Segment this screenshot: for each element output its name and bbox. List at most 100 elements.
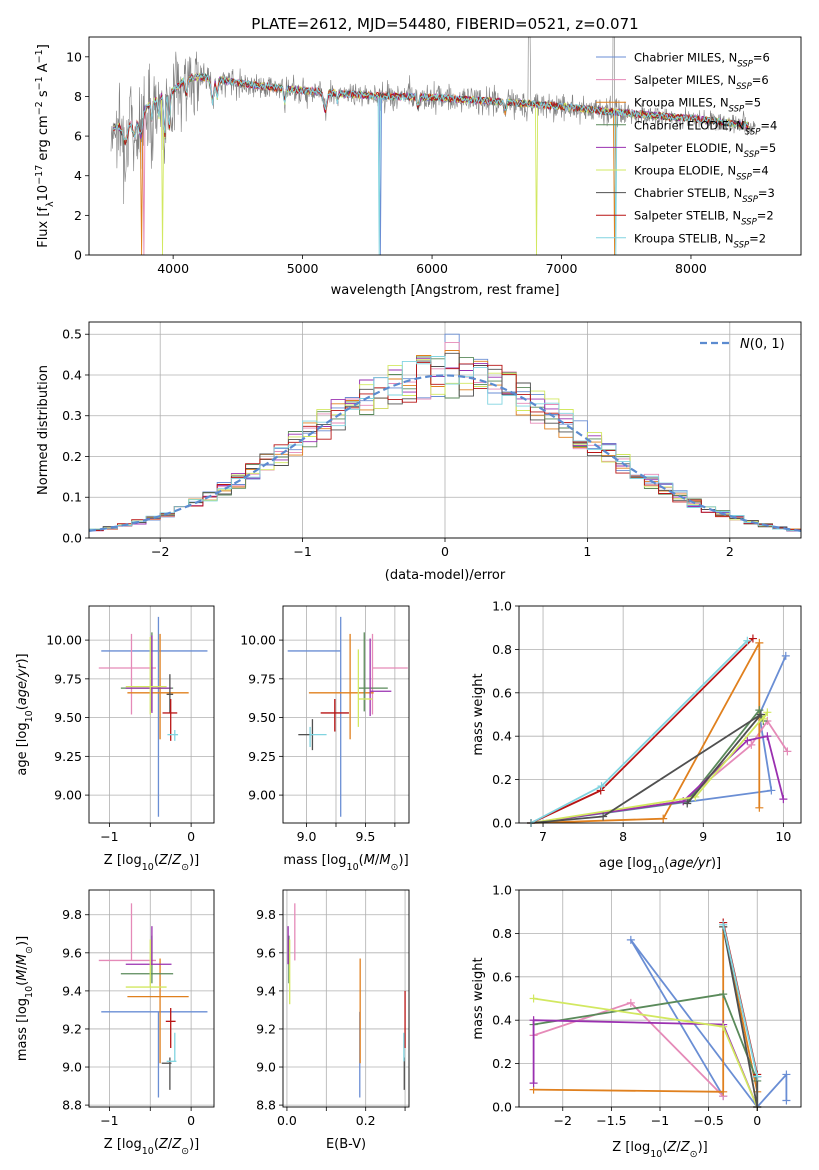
weight-marker [659, 814, 668, 823]
x-tick-label: 0 [753, 1113, 761, 1128]
x-tick-label: 6000 [416, 261, 448, 276]
x-tick-label: 0.2 [356, 1113, 376, 1128]
x-tick-label: 0 [187, 829, 195, 844]
y-tick-label: 10.00 [240, 633, 276, 648]
y-tick-label: 9.50 [248, 710, 276, 725]
y-axis-label: Normed distribution [36, 365, 51, 495]
y-tick-label: 0.4 [62, 367, 82, 382]
label-part: Flux [f [36, 207, 51, 248]
label-part: −1 [34, 49, 45, 63]
axes-frame [88, 36, 802, 256]
legend-entry-gaussian: N(0, 1) [740, 337, 785, 352]
x-tick-label: −2 [151, 544, 169, 559]
plot-marks [98, 616, 208, 817]
errorbar-kroupa-elodie [357, 649, 373, 727]
weight-marker [782, 1096, 791, 1105]
legend-sub: SSP [737, 60, 753, 70]
weight-marker [599, 812, 608, 821]
x-tick-label: 2 [726, 544, 734, 559]
errorbar-chabrier-elodie [120, 935, 174, 984]
weight-marker [755, 706, 764, 715]
axes-frame [88, 321, 802, 539]
weight-series-chabrier-stelib [527, 710, 765, 827]
axes-frame [282, 889, 410, 1108]
y-axis-label: mass weight [471, 673, 486, 755]
label-part: E(B-V) [326, 1137, 366, 1152]
y-axis-label: mass [log10(M/M⊙)] [15, 936, 35, 1061]
weight-line [722, 926, 759, 1108]
x-axis-label: age [log10(age/yr)] [599, 856, 721, 876]
y-tick-label: 9.0 [62, 1060, 82, 1075]
label-part: ⊙ [181, 1146, 189, 1157]
legend-entry-chabrier-stelib: Chabrier STELIB, NSSP=3 [634, 186, 775, 205]
y-tick-label: 8 [74, 89, 82, 104]
errorbar-kroupa-stelib [309, 726, 327, 748]
y-tick-label: 9.2 [62, 1021, 82, 1036]
label-part: Z [158, 853, 169, 868]
y-axis-label: Flux [fλ10−17 erg cm−2 s−1 A−1] [34, 44, 56, 248]
legend-text: =3 [758, 186, 775, 200]
errorbar-salpeter-elodie [125, 635, 172, 713]
legend-text: Kroupa ELODIE, N [634, 164, 736, 178]
x-axis-label: Z [log10(Z/Z⊙)] [612, 1140, 707, 1160]
errorbar-chabrier-miles [287, 616, 342, 817]
label-part: ] [36, 44, 51, 49]
legend-text: =6 [752, 73, 769, 87]
axes-frame [518, 889, 802, 1108]
y-tick-label: 0.2 [62, 449, 82, 464]
axes-frame [282, 605, 410, 824]
weight-series-chabrier-elodie [529, 990, 762, 1111]
label-part: )] [15, 653, 30, 663]
label-part: 10 [652, 865, 664, 876]
label-part: 10 [24, 986, 35, 998]
label-part: M [15, 954, 30, 965]
label-part: A [36, 63, 51, 76]
x-axis-label: wavelength [Angstrom, rest frame] [331, 283, 560, 298]
weight-marker [748, 634, 757, 643]
panel-residual-distribution: −2 −1 0 1 2 0.0 0.1 0.2 0.3 0.4 0.5 (data-model)/er… [36, 321, 802, 583]
plot-marks [110, 36, 756, 256]
label-part: ( [15, 981, 30, 986]
legend-text: Chabrier ELODIE, N [634, 118, 745, 132]
weight-series-salpeter-miles [529, 998, 728, 1101]
x-tick-label: 9 [699, 829, 707, 844]
weight-marker [779, 795, 788, 804]
label-part: 10 [142, 862, 154, 873]
y-tick-label: 9.00 [54, 788, 82, 803]
weight-line [530, 713, 762, 824]
legend-entry-kroupa-stelib: Kroupa STELIB, NSSP=2 [634, 231, 766, 250]
label-part: ( [664, 856, 669, 871]
label-part: −17 [34, 165, 45, 185]
weight-marker [755, 803, 764, 812]
figure-title: PLATE=2612, MJD=54480, FIBERID=0521, z=0… [251, 15, 638, 33]
y-axis-label: mass weight [471, 957, 486, 1039]
label-part: ( [359, 853, 364, 868]
label-part: ( [15, 705, 30, 710]
legend-text: =2 [749, 231, 766, 245]
legend-sub: SSP [744, 150, 760, 160]
weight-marker [753, 1072, 762, 1081]
y-tick-label: 0.0 [492, 816, 512, 831]
legend-text: Kroupa MILES, N [634, 96, 729, 110]
weight-marker [626, 998, 635, 1007]
y-tick-label: 0.2 [492, 772, 512, 787]
label-part: ( [154, 853, 159, 868]
weight-line [533, 926, 759, 1093]
axes-frame [88, 605, 215, 824]
label-part: −2 [34, 101, 45, 115]
weight-marker [597, 782, 606, 791]
data-spectrum-line [110, 36, 756, 205]
y-tick-label: 9.2 [256, 1021, 276, 1036]
weight-series-kroupa-elodie [529, 994, 762, 1111]
label-part: 10 [347, 862, 359, 873]
label-part: / [15, 965, 30, 970]
label-part: mass weight [471, 673, 486, 755]
plot-marks [287, 903, 406, 1098]
y-tick-label: 0.5 [62, 327, 82, 342]
legend-entry-kroupa-elodie: Kroupa ELODIE, NSSP=4 [634, 164, 769, 183]
